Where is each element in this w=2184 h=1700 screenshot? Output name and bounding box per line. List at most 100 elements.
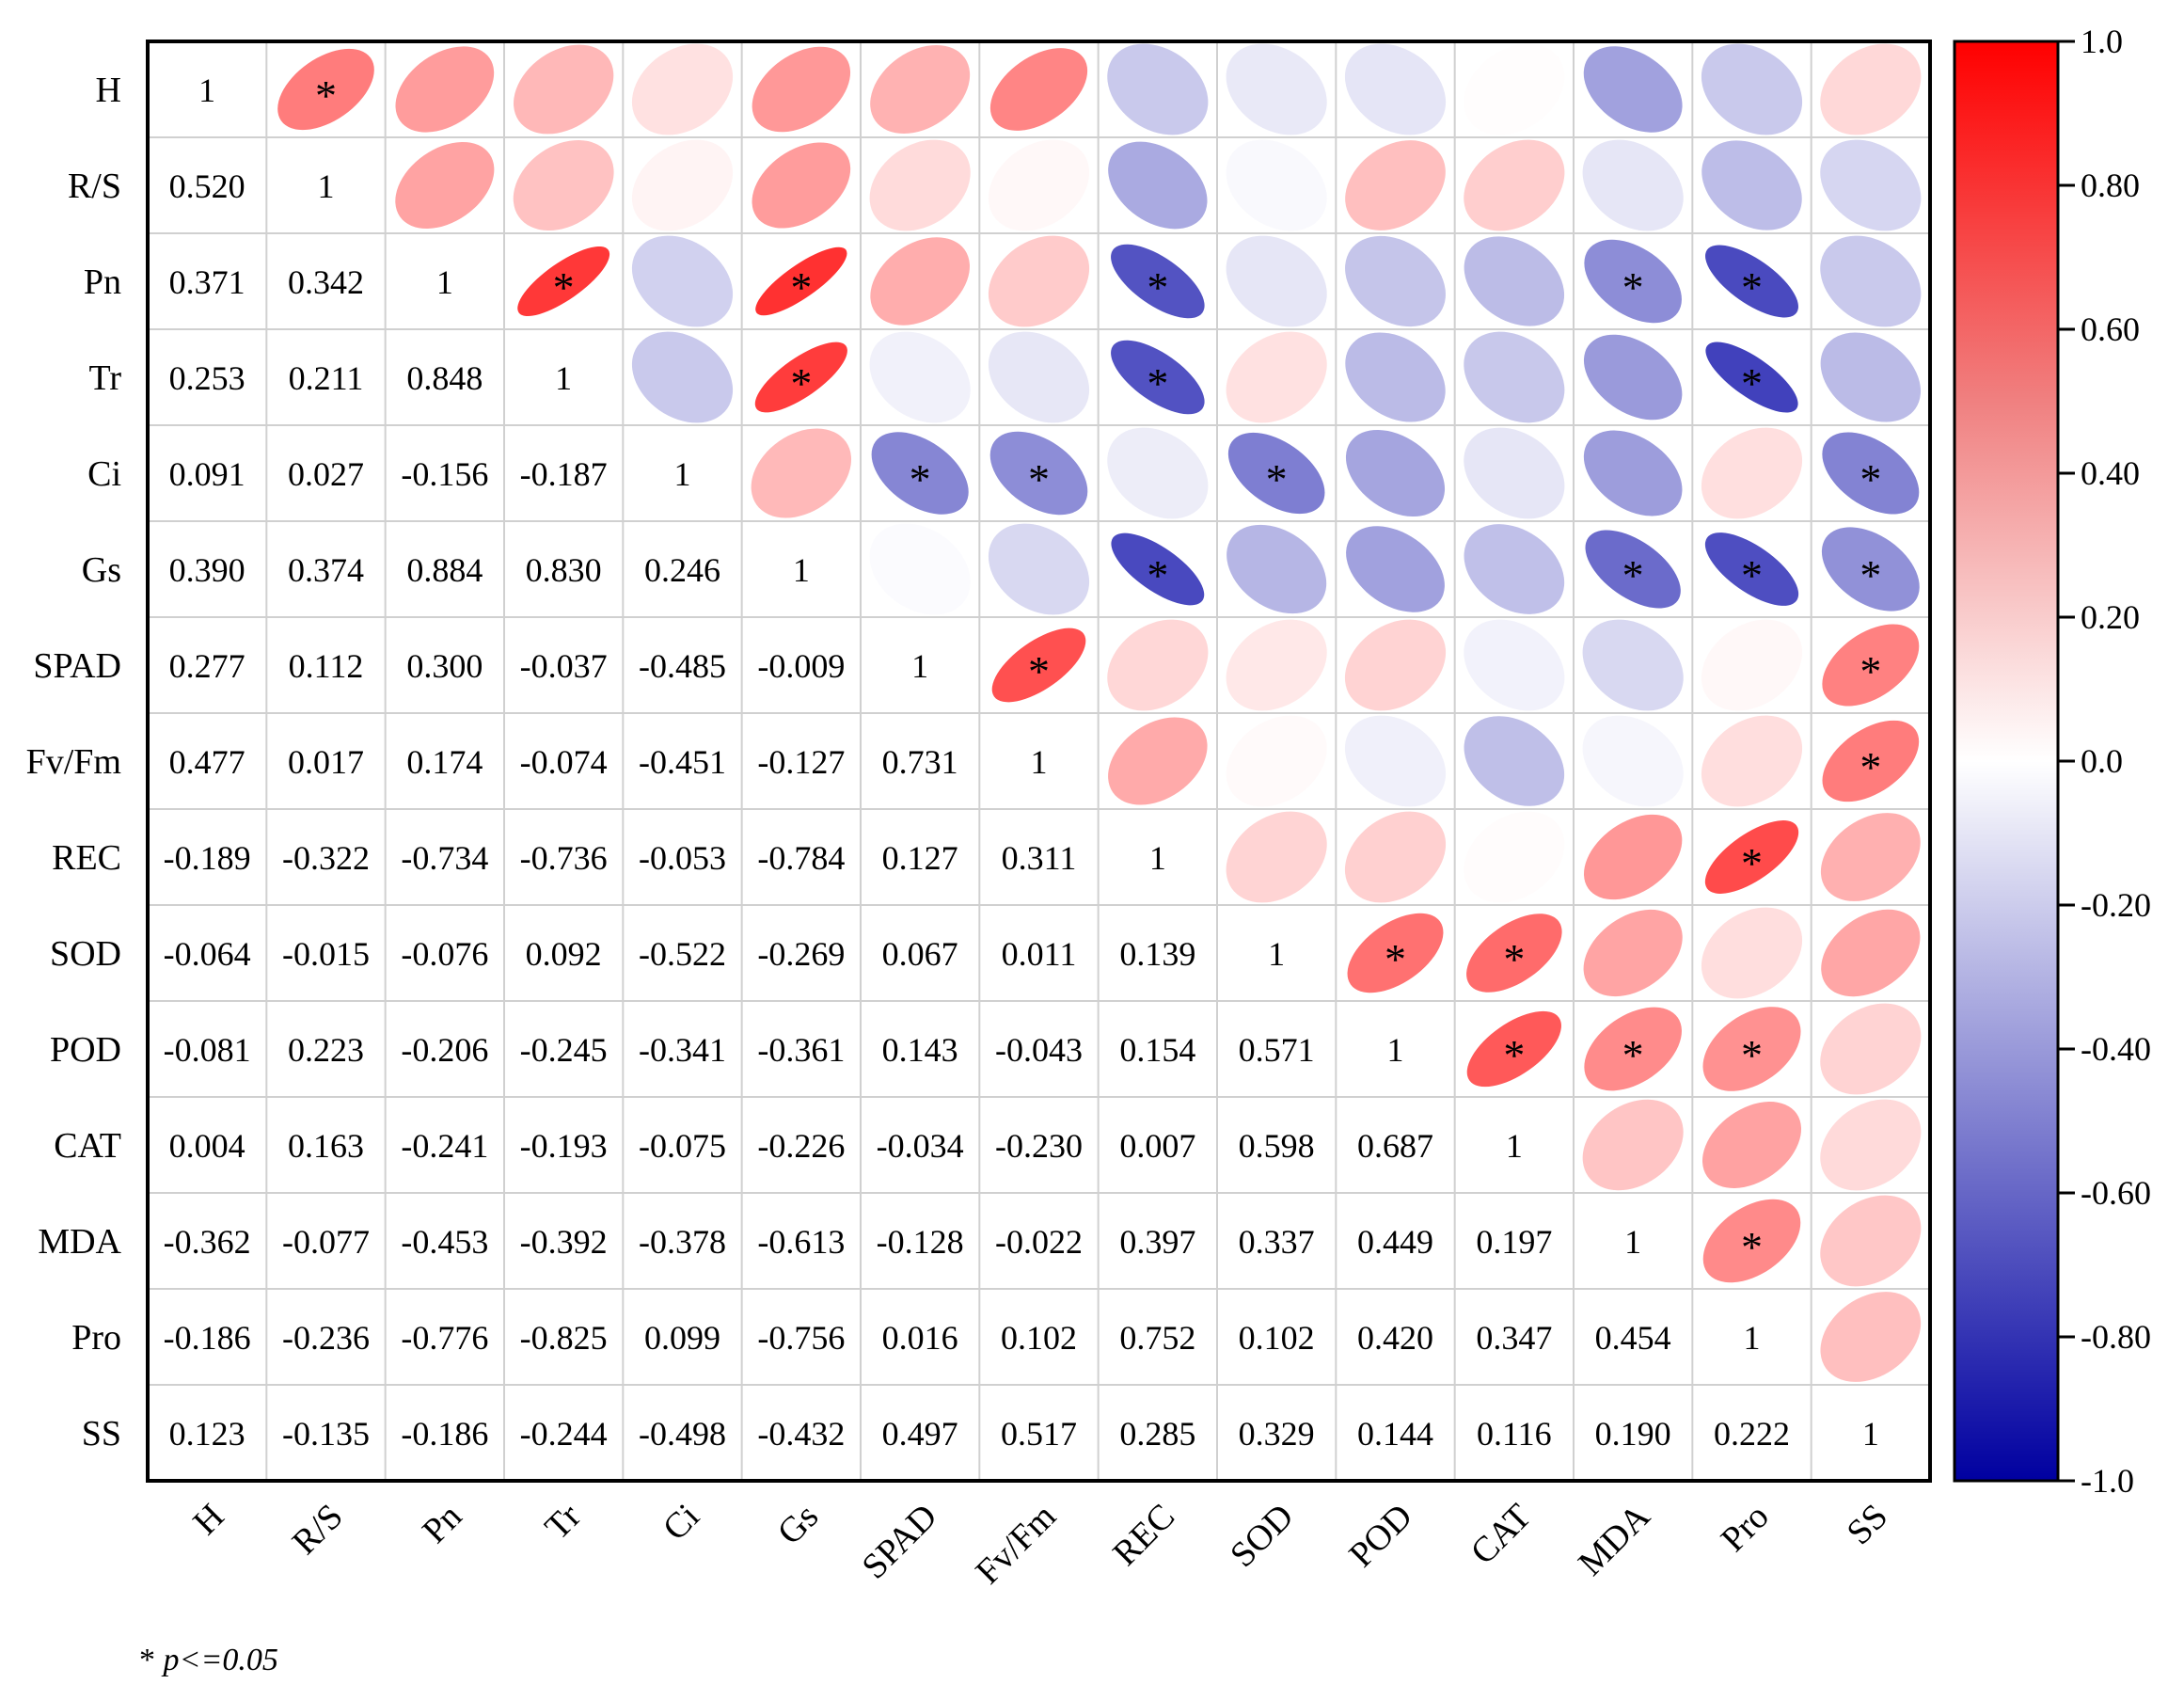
corr-ellipse <box>1582 1099 1684 1191</box>
cell-value: -0.269 <box>757 935 845 973</box>
cell-value: 0.007 <box>1119 1127 1195 1165</box>
cell-value: 0.099 <box>644 1319 720 1357</box>
corr-ellipse <box>1583 909 1683 997</box>
col-label: H <box>185 1497 231 1543</box>
cell-value: 0.520 <box>169 167 245 205</box>
corr-ellipse <box>1820 1195 1922 1287</box>
cell-value: -0.077 <box>282 1223 370 1261</box>
cell-value: 0.397 <box>1119 1223 1195 1261</box>
significance-star: * <box>315 71 337 119</box>
cell-value: 0.139 <box>1119 935 1195 973</box>
corr-ellipse <box>1344 811 1447 903</box>
cell-value: -0.485 <box>639 647 726 685</box>
cell-value: 0.112 <box>289 647 364 685</box>
corr-ellipse <box>1820 235 1922 327</box>
corr-ellipse <box>751 428 852 518</box>
corr-ellipse <box>1822 720 1920 802</box>
diagonal-value: 1 <box>1031 743 1048 781</box>
cell-value: -0.236 <box>282 1319 370 1357</box>
cell-value: -0.226 <box>757 1127 845 1165</box>
cell-value: -0.193 <box>520 1127 608 1165</box>
cell-value: -0.043 <box>995 1031 1083 1069</box>
cell-value: 0.497 <box>882 1415 958 1453</box>
corr-ellipse <box>1464 619 1565 711</box>
corr-ellipse <box>1464 139 1565 231</box>
corr-ellipse <box>752 142 851 229</box>
corr-ellipse <box>1111 244 1205 319</box>
cell-value: 0.222 <box>1714 1415 1790 1453</box>
corr-ellipse <box>1226 715 1327 807</box>
col-label: MDA <box>1571 1496 1658 1583</box>
cell-value: 0.004 <box>169 1127 245 1165</box>
cell-value: -0.156 <box>401 455 488 493</box>
diagonal-value: 1 <box>1506 1127 1523 1165</box>
corr-ellipse <box>1701 43 1803 135</box>
diagonal-value: 1 <box>1624 1223 1641 1261</box>
cell-value: 0.731 <box>882 743 958 781</box>
cell-value: -0.128 <box>877 1223 964 1261</box>
corr-ellipse <box>1704 820 1799 894</box>
row-label: H <box>96 71 121 110</box>
corr-ellipse <box>1466 1010 1561 1088</box>
row-label: Gs <box>82 550 121 590</box>
corr-ellipse <box>1108 717 1208 805</box>
cell-value: 0.211 <box>289 359 364 397</box>
cell-value: -0.451 <box>639 743 726 781</box>
corr-ellipse <box>1464 331 1565 423</box>
row-label: CAT <box>54 1126 121 1166</box>
corr-ellipse <box>1701 427 1803 519</box>
cell-value: 0.371 <box>169 263 245 301</box>
corr-ellipse <box>1702 1199 1801 1283</box>
diagonal-value: 1 <box>674 455 691 493</box>
cell-value: -0.135 <box>282 1415 370 1453</box>
cell-value: -0.127 <box>757 743 845 781</box>
cell-value: 0.311 <box>1002 839 1077 877</box>
significance-star: * <box>553 263 575 311</box>
corr-ellipse <box>1226 235 1327 327</box>
footnote-text: p<=0.05 <box>162 1643 278 1677</box>
significance-star: * <box>1147 263 1168 311</box>
corr-ellipse <box>1820 1099 1922 1191</box>
cell-value: -0.392 <box>520 1223 608 1261</box>
significance-star: * <box>1266 455 1288 503</box>
cell-value: -0.241 <box>401 1127 488 1165</box>
cell-value: 0.223 <box>288 1031 364 1069</box>
corr-ellipse <box>1704 532 1799 606</box>
corr-ellipse <box>754 342 847 413</box>
cell-value: 0.190 <box>1595 1415 1671 1453</box>
cell-value: 0.347 <box>1476 1319 1552 1357</box>
colorbar-tick-label: 0.60 <box>2081 310 2140 348</box>
row-label: SPAD <box>33 646 121 686</box>
corr-ellipse <box>1344 619 1447 711</box>
corr-ellipse <box>631 43 734 135</box>
cell-value: -0.187 <box>520 455 608 493</box>
colorbar-tick-label: -1.0 <box>2081 1462 2134 1500</box>
corr-ellipse <box>1345 140 1446 230</box>
diagonal-value: 1 <box>1268 935 1285 973</box>
row-label: Fv/Fm <box>26 742 121 782</box>
diagonal-value: 1 <box>555 359 572 397</box>
corr-ellipse <box>1107 427 1209 519</box>
cell-value: 0.884 <box>406 551 483 589</box>
significance-star: * <box>1028 647 1050 695</box>
significance-star: * <box>1741 263 1763 311</box>
corr-ellipse <box>1702 1007 1801 1091</box>
cell-value: -0.322 <box>282 839 370 877</box>
colorbar-tick-label: 1.0 <box>2081 23 2123 60</box>
cell-value: 0.011 <box>1002 935 1077 973</box>
col-label: SS <box>1840 1497 1896 1553</box>
cell-value: 0.477 <box>169 743 245 781</box>
corr-ellipse <box>1584 814 1683 900</box>
corr-ellipse <box>1466 914 1562 993</box>
cell-value: 0.752 <box>1119 1319 1195 1357</box>
corr-ellipse <box>1344 43 1447 135</box>
significance-star: * <box>1622 551 1644 599</box>
cell-value: -0.009 <box>757 647 845 685</box>
cell-value: -0.498 <box>639 1415 726 1453</box>
cell-value: -0.230 <box>995 1127 1083 1165</box>
significance-star: * <box>1741 1031 1763 1079</box>
colorbar: 1.0 0.80 0.60 0.40 0.20 0.0 -0.20 -0.40 -0.60 -0.… <box>1953 23 2151 1500</box>
cell-value: -0.432 <box>757 1415 845 1453</box>
corr-ellipse <box>1226 139 1327 231</box>
diagonal-value: 1 <box>911 647 928 685</box>
